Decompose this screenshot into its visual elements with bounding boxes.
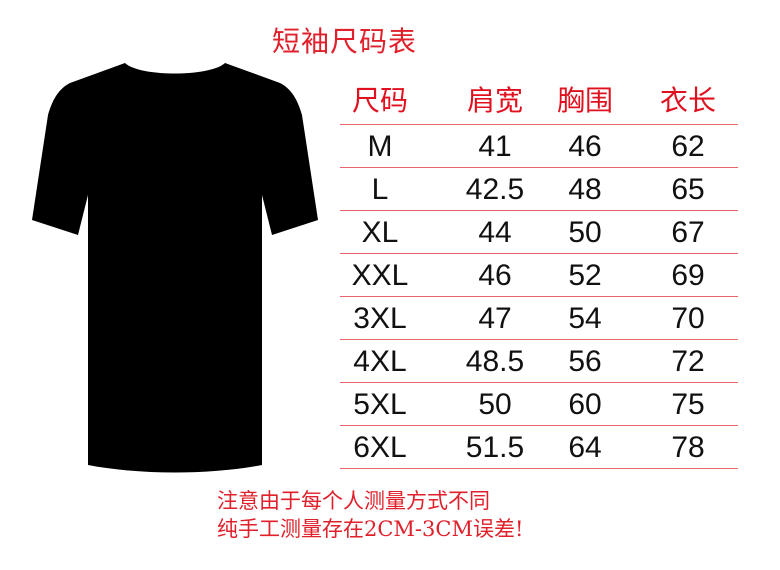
chest-cell: 50 <box>568 216 602 249</box>
t-shirt-icon <box>32 63 318 473</box>
length-cell: 78 <box>671 431 705 464</box>
chest-cell: 64 <box>568 431 602 464</box>
chest-cell: 52 <box>568 259 602 292</box>
table-row: 3XL 47 54 70 <box>340 297 738 340</box>
chest-cell: 48 <box>568 173 602 206</box>
shoulder-cell: 41 <box>478 130 512 163</box>
header-shoulder: 肩宽 <box>466 84 524 117</box>
header-chest: 胸围 <box>556 84 614 117</box>
length-cell: 67 <box>671 216 705 249</box>
length-cell: 65 <box>671 173 705 206</box>
measurement-note: 注意由于每个人测量方式不同 纯手工测量存在2CM-3CM误差! <box>217 487 523 543</box>
length-cell: 75 <box>671 388 705 421</box>
chest-cell: 54 <box>568 302 602 335</box>
chest-cell: 56 <box>568 345 602 378</box>
table-row: L 42.5 48 65 <box>340 168 738 211</box>
note-line-1: 注意由于每个人测量方式不同 <box>217 489 490 513</box>
length-cell: 72 <box>671 345 705 378</box>
table-row: 6XL 51.5 64 78 <box>340 426 738 469</box>
length-cell: 69 <box>671 259 705 292</box>
shoulder-cell: 46 <box>478 259 512 292</box>
shoulder-cell: 42.5 <box>465 173 525 206</box>
size-cell: 5XL <box>353 388 407 421</box>
length-cell: 62 <box>671 130 705 163</box>
size-cell: 3XL <box>353 302 407 335</box>
chest-cell: 60 <box>568 388 602 421</box>
shoulder-cell: 44 <box>478 216 512 249</box>
size-cell: L <box>371 173 389 206</box>
shoulder-cell: 48.5 <box>465 345 525 378</box>
table-row: XL 44 50 67 <box>340 211 738 254</box>
page-title: 短袖尺码表 <box>272 25 418 58</box>
size-cell: M <box>367 130 393 163</box>
size-cell: 6XL <box>353 431 407 464</box>
table-row: 5XL 50 60 75 <box>340 383 738 426</box>
size-cell: XL <box>361 216 399 249</box>
shoulder-cell: 51.5 <box>465 431 525 464</box>
chest-cell: 46 <box>568 130 602 163</box>
table-header: 尺码 肩宽 胸围 衣长 <box>340 78 738 125</box>
size-table: 尺码 肩宽 胸围 衣长 M 41 46 62 L 42.5 48 65 XL 44 50 67 XXL 4… <box>340 78 738 469</box>
shoulder-cell: 50 <box>478 388 512 421</box>
note-line-2: 纯手工测量存在2CM-3CM误差! <box>217 517 524 541</box>
header-size: 尺码 <box>351 84 409 117</box>
table-row: XXL 46 52 69 <box>340 254 738 297</box>
header-length: 衣长 <box>659 84 717 117</box>
table-row: M 41 46 62 <box>340 125 738 168</box>
table-row: 4XL 48.5 56 72 <box>340 340 738 383</box>
shoulder-cell: 47 <box>478 302 512 335</box>
size-cell: XXL <box>351 259 409 292</box>
size-cell: 4XL <box>353 345 407 378</box>
length-cell: 70 <box>671 302 705 335</box>
